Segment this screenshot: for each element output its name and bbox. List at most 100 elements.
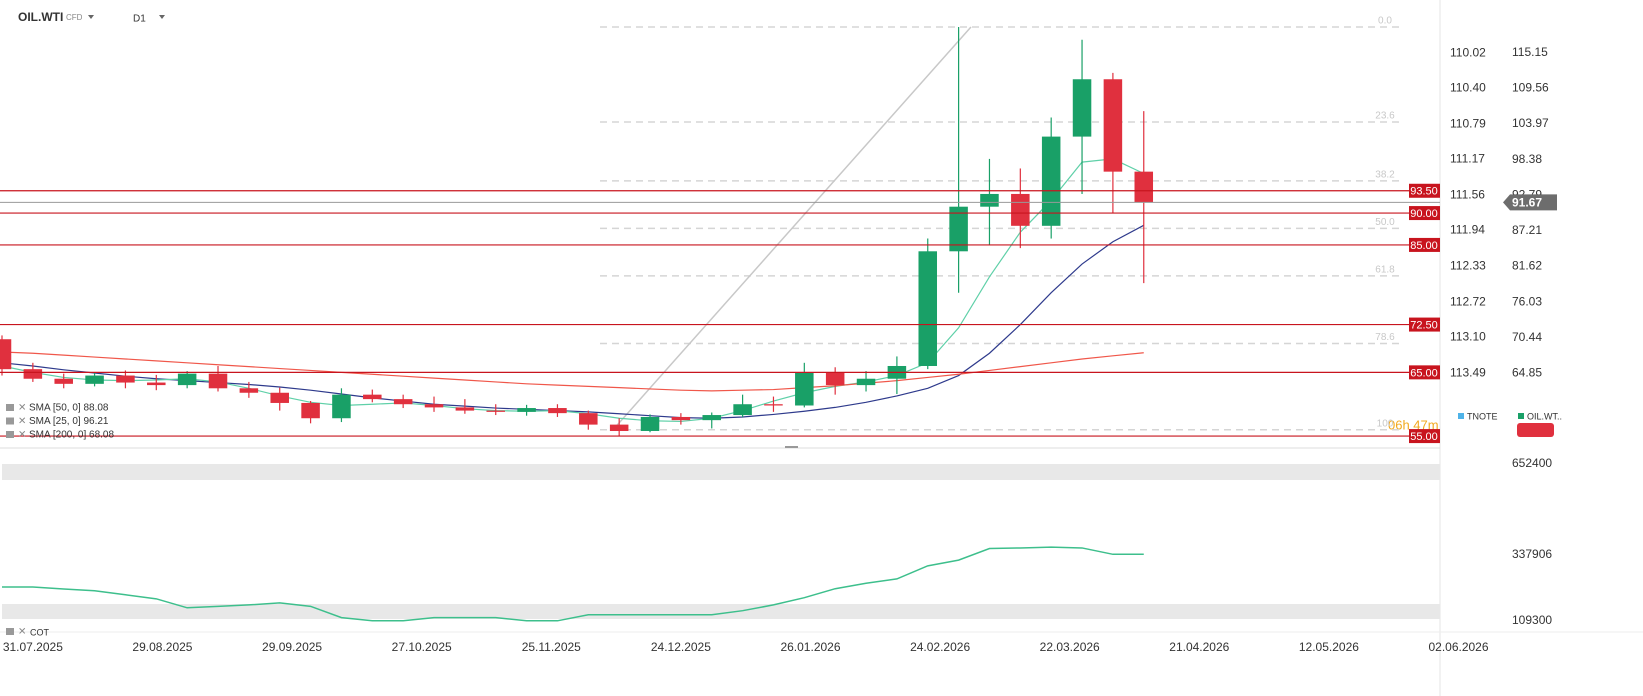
candle-body <box>1011 193 1030 226</box>
fib-label: 50.0 <box>1375 217 1395 228</box>
compare-label: TNOTE <box>1467 411 1498 421</box>
symbol-dropdown[interactable] <box>88 15 94 19</box>
x-tick-label: 12.05.2026 <box>1299 640 1359 654</box>
candle-body <box>424 404 444 408</box>
legend-menu <box>6 417 14 425</box>
y2-tick-label: 111.94 <box>1450 222 1485 236</box>
x-tick-label: 29.08.2025 <box>132 640 192 654</box>
cot-line <box>2 546 1144 622</box>
level-label: 93.50 <box>1410 186 1438 198</box>
y-tick-label: 103.97 <box>1512 116 1549 130</box>
y2-tick-label: 110.40 <box>1450 80 1486 94</box>
candle-body <box>208 373 228 389</box>
y-tick-label: 76.03 <box>1512 294 1542 308</box>
level-label: 65.00 <box>1410 367 1438 379</box>
countdown: 06h 47m <box>1388 417 1439 432</box>
y2-tick-label: 110.02 <box>1450 45 1486 59</box>
candle-body <box>1134 171 1154 203</box>
candle-body <box>301 402 320 419</box>
legend-menu <box>6 404 14 411</box>
cot-legend: ✕ COT <box>6 627 50 638</box>
fib-label: 78.6 <box>1375 332 1395 343</box>
y2-tick-label: 113.49 <box>1450 365 1486 379</box>
menu-icon[interactable] <box>6 628 14 635</box>
candle-body <box>147 382 166 386</box>
candle-body <box>548 408 567 414</box>
sma-line <box>1 351 1144 392</box>
level-tag <box>1409 237 1440 252</box>
candle-body <box>116 375 135 383</box>
x-tick-label: 29.09.2025 <box>262 640 322 654</box>
candle-body <box>949 206 968 252</box>
candle-body <box>23 369 43 379</box>
candle-body <box>764 404 783 406</box>
symbol[interactable]: OIL.WTI <box>18 10 63 24</box>
candle-body <box>825 372 845 386</box>
level-label: 90.00 <box>1410 208 1438 220</box>
candle-body <box>455 407 475 411</box>
fib-trend <box>612 26 972 431</box>
x-tick-label: 27.10.2025 <box>392 640 452 654</box>
candle-body <box>1103 79 1123 172</box>
y2-tick-label: 110.79 <box>1450 116 1486 130</box>
y-tick-label: 98.38 <box>1512 152 1542 166</box>
level-tag <box>1409 317 1440 332</box>
fib-label: 23.6 <box>1375 111 1395 122</box>
timeframe[interactable]: D1 <box>133 14 146 25</box>
candle-body <box>579 413 598 425</box>
candle-body <box>177 373 197 386</box>
timeframe-dropdown[interactable] <box>159 15 165 19</box>
level-tag <box>1409 183 1440 198</box>
candle-body <box>270 392 289 403</box>
x-tick-label: 31.07.2025 <box>3 640 63 654</box>
current-price-tag <box>1503 194 1557 211</box>
fib-label: 0.0 <box>1378 16 1392 27</box>
candle-body <box>733 404 752 416</box>
candle-body <box>671 416 691 421</box>
close-icon[interactable]: ✕ <box>18 627 26 638</box>
y2-tick-label: 112.33 <box>1450 258 1486 272</box>
legend-menu <box>6 431 14 438</box>
level-tag <box>1409 429 1440 444</box>
fib-label: 100 <box>1377 418 1394 429</box>
instrument-type: CFD <box>66 13 83 22</box>
x-tick-label: 21.04.2026 <box>1169 640 1229 654</box>
candle-body <box>702 415 721 421</box>
current-price-label: 91.67 <box>1512 196 1542 210</box>
level-label: 85.00 <box>1410 240 1438 252</box>
legend-close: ✕ <box>18 416 26 427</box>
candle-body <box>363 394 382 400</box>
x-tick-label: 26.01.2026 <box>780 640 840 654</box>
x-tick-label: 24.02.2026 <box>910 640 970 654</box>
y-tick-label: 652400 <box>1512 456 1552 470</box>
candle-body <box>609 424 629 431</box>
candle-body <box>517 408 536 412</box>
candle-body <box>0 339 12 370</box>
candle-body <box>795 372 814 406</box>
cot-title: COT <box>30 627 50 637</box>
legend-close: ✕ <box>18 430 26 441</box>
trade-button[interactable] <box>1517 423 1554 437</box>
candle-body <box>239 388 259 393</box>
fib-label: 61.8 <box>1375 265 1395 276</box>
cot-zone <box>2 464 1440 480</box>
y-tick-label: 64.85 <box>1512 365 1542 379</box>
compare-label: OIL.WT.. <box>1527 411 1562 421</box>
level-label: 72.50 <box>1410 319 1438 331</box>
y-tick-label: 81.62 <box>1512 259 1542 273</box>
level-label: 55.00 <box>1410 431 1438 443</box>
y-tick-label: 109300 <box>1512 613 1552 627</box>
y-tick-label: 70.44 <box>1512 330 1542 344</box>
y-tick-label: 115.15 <box>1512 45 1548 59</box>
y2-tick-label: 111.56 <box>1450 187 1485 201</box>
level-tag <box>1409 206 1440 221</box>
legend-entry: SMA [200, 0] 68.08 <box>29 430 114 441</box>
candle-body <box>980 193 999 207</box>
y2-tick-label: 113.10 <box>1450 329 1486 343</box>
compare-swatch <box>1458 413 1464 419</box>
x-tick-label: 02.06.2026 <box>1428 640 1488 654</box>
y2-tick-label: 111.17 <box>1450 151 1485 165</box>
